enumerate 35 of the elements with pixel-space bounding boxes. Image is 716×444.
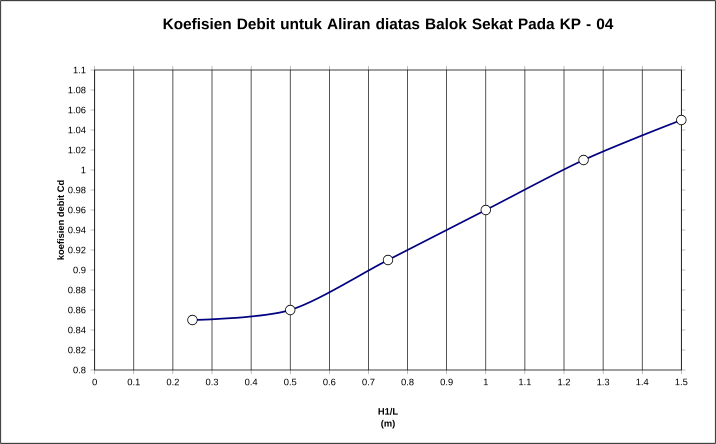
x-tick-label: 0.4 [244,378,258,386]
x-tick-label: 1.3 [597,378,610,386]
y-tick-label: 0.94 [68,226,86,234]
y-tick-label: 0.9 [73,266,86,274]
x-tick-label: 1.5 [676,378,688,386]
x-tick-label: 0.8 [401,378,414,386]
x-tick-label: 1 [484,378,488,386]
y-tick-label: 0.96 [68,206,86,214]
y-tick-label: 1 [81,166,86,174]
y-tick-label: 0.84 [68,326,86,334]
x-tick-label: 0.5 [284,378,296,386]
y-tick-label: 0.88 [68,286,86,294]
y-tick-label: 1.06 [68,106,86,114]
y-tick-label: 0.82 [68,346,86,354]
x-tick-label: 1.2 [558,378,570,386]
y-tick-label: 0.98 [68,186,86,194]
y-tick-label: 1.08 [68,86,86,94]
y-tick-label: 1.1 [74,66,86,74]
y-tick-label: 1.04 [68,126,86,134]
x-tick-label: 0.9 [440,378,453,386]
x-tick-label: 1.4 [636,378,648,386]
x-tick-label: 0.3 [206,378,218,386]
y-tick-label: 1.02 [68,146,86,154]
y-tick-label: 0.92 [68,246,86,254]
chart-title: Koefisien Debit untuk Aliran diatas Balok Sekat Pada KP - 04 [164,18,614,30]
y-tick-label: 0.86 [68,306,86,314]
y-axis-title: koefisien debit Cd [57,180,64,260]
x-tick-label: 0.1 [128,378,140,386]
x-tick-label: 0.6 [323,378,336,386]
x-tick-label: 1.1 [519,378,531,386]
x-tick-label: 0.7 [362,378,374,386]
y-tick-label: 0.8 [73,366,86,374]
x-axis-title: H1/L (m) [378,408,398,429]
x-tick-label: 0.2 [166,378,179,386]
x-tick-label: 0 [92,378,97,386]
